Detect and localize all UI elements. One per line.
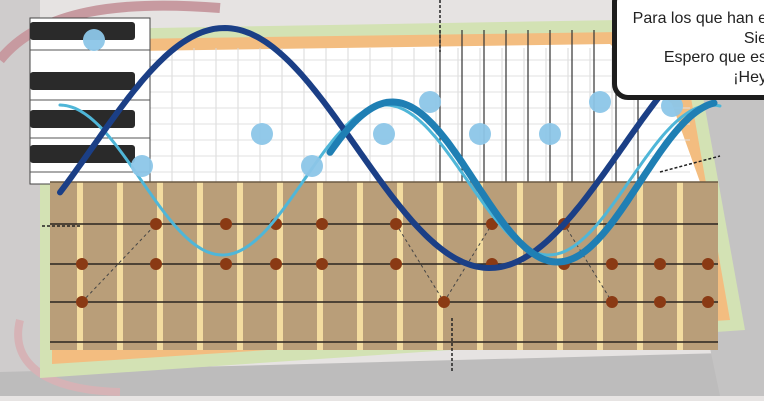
bottom-road	[0, 352, 764, 396]
white-region	[70, 44, 700, 182]
fret-note-dot	[220, 218, 232, 230]
fret-note-dot	[76, 258, 88, 270]
piano-note-dot	[539, 123, 561, 145]
scale-marks	[42, 0, 721, 372]
fret-note-dot	[150, 218, 162, 230]
caption-line-2: Sie	[743, 29, 764, 47]
fretboard-illustration	[50, 181, 718, 350]
map-red-curve	[0, 0, 221, 64]
fret-note-dot	[76, 296, 88, 308]
fret-bar	[357, 182, 363, 350]
caption-line-4: ¡Hey	[733, 68, 764, 86]
piano-note-dot	[83, 29, 105, 51]
fret-note-dot	[438, 296, 450, 308]
fret-note-dot	[390, 218, 402, 230]
caption-line-3: Espero que es	[663, 49, 764, 66]
fret-note-dot	[486, 218, 498, 230]
piano-note-dot	[589, 91, 611, 113]
fret-note-dot	[390, 258, 402, 270]
fret-note-dot	[270, 258, 282, 270]
piano-note-dot	[469, 123, 491, 145]
fret-bar	[677, 182, 683, 350]
piano-note-dot	[419, 91, 441, 113]
fret-note-dot	[316, 218, 328, 230]
fret-note-dot	[702, 296, 714, 308]
piano-note-dot	[301, 155, 323, 177]
fret-note-dot	[606, 258, 618, 270]
caption-line-1: Para los que han e	[632, 10, 764, 27]
sine-wave-illustration	[57, 24, 722, 272]
piano-note-dot	[661, 95, 683, 117]
fret-note-dot	[702, 258, 714, 270]
piano-note-dot	[251, 123, 273, 145]
piano-note-dot	[373, 123, 395, 145]
fret-note-dot	[316, 258, 328, 270]
map-red-curve-2	[14, 319, 121, 396]
fret-bar	[117, 182, 123, 350]
fret-bar	[517, 182, 523, 350]
fret-note-dot	[654, 258, 666, 270]
fret-note-dot	[654, 296, 666, 308]
fret-bar	[637, 182, 643, 350]
wave-mid	[326, 98, 718, 266]
fret-note-dot	[220, 258, 232, 270]
fret-bar	[437, 182, 443, 350]
fret-note-dot	[150, 258, 162, 270]
piano-note-dots	[83, 29, 683, 177]
caption-bubble: Para los que han e Sie Espero que es ¡He…	[612, 0, 764, 100]
background-grid	[149, 30, 690, 182]
fret-bar	[597, 182, 603, 350]
fret-bar	[197, 182, 203, 350]
wave-dark	[57, 24, 717, 272]
piano-note-dot	[131, 155, 153, 177]
fret-note-dot	[606, 296, 618, 308]
fret-bar	[237, 182, 243, 350]
